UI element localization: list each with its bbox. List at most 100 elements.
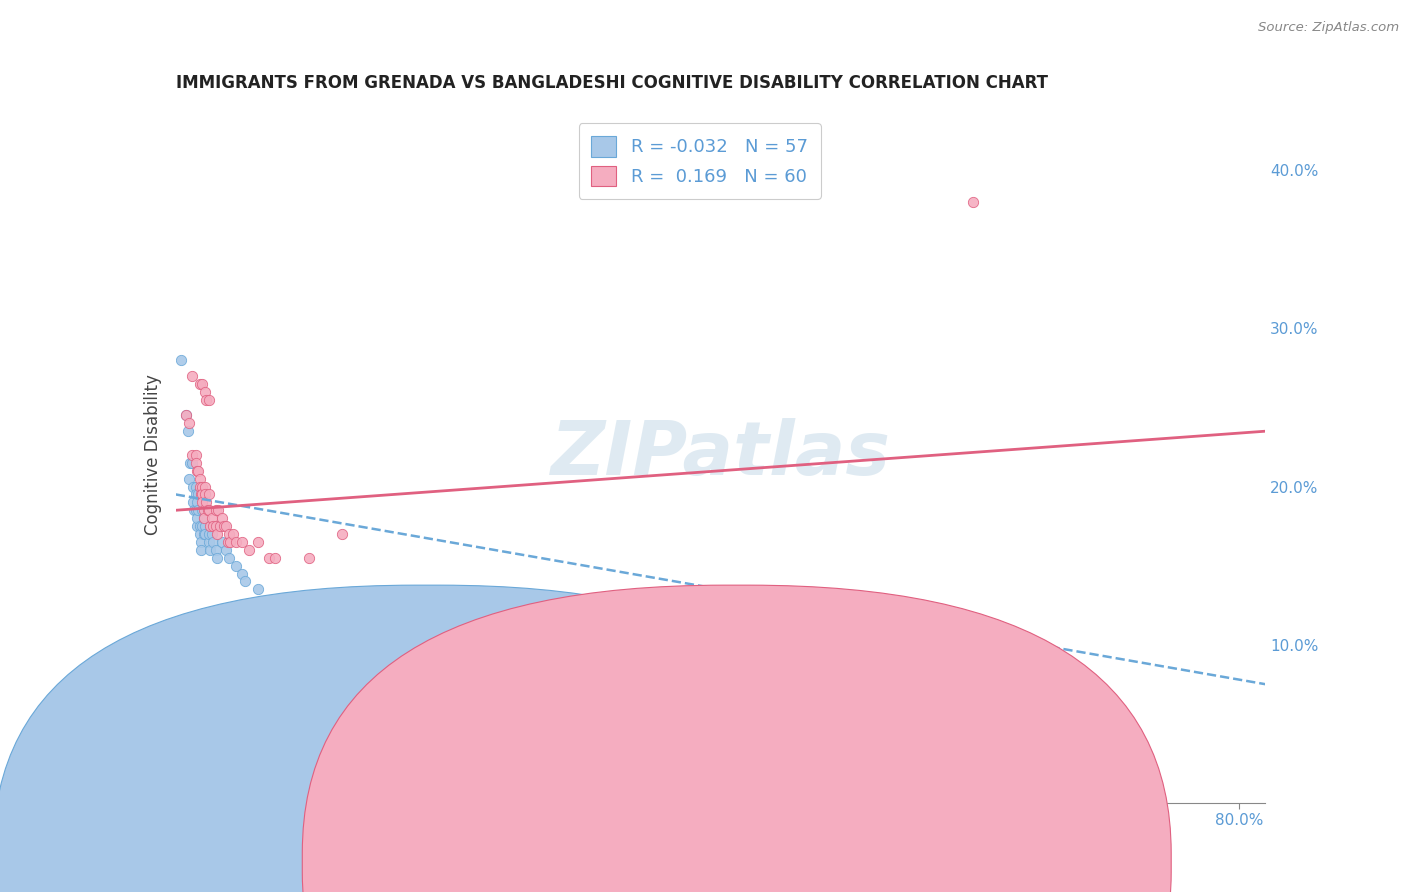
Point — [193, 511, 215, 525]
Point — [247, 534, 270, 549]
Point — [183, 503, 205, 517]
Text: ZIPatlas: ZIPatlas — [551, 418, 890, 491]
Point — [172, 653, 194, 667]
Point — [188, 622, 211, 636]
Point — [188, 688, 211, 702]
Point — [198, 392, 221, 407]
Point — [208, 677, 231, 691]
Point — [188, 479, 211, 493]
Point — [201, 534, 224, 549]
Point — [219, 534, 242, 549]
Point — [176, 409, 198, 423]
Point — [187, 487, 209, 501]
Text: IMMIGRANTS FROM GRENADA VS BANGLADESHI COGNITIVE DISABILITY CORRELATION CHART: IMMIGRANTS FROM GRENADA VS BANGLADESHI C… — [176, 74, 1047, 92]
Point — [222, 527, 245, 541]
Point — [207, 503, 229, 517]
Point — [177, 417, 200, 431]
Point — [177, 669, 200, 683]
Point — [198, 661, 221, 675]
Point — [198, 503, 221, 517]
Point — [184, 614, 207, 628]
Point — [204, 701, 226, 715]
Point — [188, 472, 211, 486]
Point — [195, 495, 218, 509]
Point — [208, 519, 231, 533]
Point — [218, 550, 240, 565]
Point — [195, 638, 218, 652]
Point — [231, 566, 253, 581]
Point — [215, 708, 238, 723]
Point — [180, 448, 202, 462]
Point — [215, 519, 238, 533]
Point — [201, 519, 224, 533]
Point — [190, 487, 212, 501]
Point — [190, 542, 212, 557]
Point — [200, 519, 222, 533]
Text: Bangladeshis: Bangladeshis — [790, 855, 897, 870]
Point — [200, 542, 222, 557]
Point — [215, 685, 238, 699]
Point — [191, 630, 214, 644]
Point — [184, 487, 207, 501]
Point — [191, 376, 214, 391]
Point — [231, 534, 253, 549]
Point — [195, 698, 218, 712]
Y-axis label: Cognitive Disability: Cognitive Disability — [143, 375, 162, 535]
Point — [190, 534, 212, 549]
Point — [211, 534, 233, 549]
Point — [180, 677, 202, 691]
Point — [208, 519, 231, 533]
Point — [330, 638, 353, 652]
Point — [191, 693, 214, 707]
Text: Immigrants from Grenada: Immigrants from Grenada — [430, 855, 638, 870]
Point — [204, 503, 226, 517]
Point — [264, 550, 287, 565]
Point — [193, 503, 215, 517]
Point — [191, 487, 214, 501]
Point — [225, 712, 247, 726]
Point — [212, 519, 235, 533]
Point — [215, 542, 238, 557]
Point — [186, 519, 208, 533]
Point — [198, 487, 221, 501]
Point — [225, 558, 247, 573]
Point — [201, 527, 224, 541]
Point — [191, 503, 214, 517]
Point — [170, 646, 193, 660]
Point — [201, 511, 224, 525]
Point — [184, 456, 207, 470]
Point — [194, 384, 217, 399]
Point — [180, 368, 202, 383]
Point — [187, 464, 209, 478]
Point — [176, 409, 198, 423]
Point — [197, 503, 219, 517]
Point — [191, 495, 214, 509]
Point — [198, 534, 221, 549]
Point — [194, 519, 217, 533]
Point — [186, 511, 208, 525]
Point — [195, 392, 218, 407]
Point — [194, 479, 217, 493]
Point — [184, 685, 207, 699]
Point — [330, 527, 353, 541]
Point — [181, 479, 204, 493]
Point — [247, 582, 270, 597]
Point — [180, 456, 202, 470]
Point — [173, 661, 195, 675]
Point — [962, 194, 984, 209]
Point — [191, 519, 214, 533]
Point — [225, 693, 247, 707]
Point — [184, 448, 207, 462]
Point — [233, 574, 256, 589]
Point — [217, 534, 239, 549]
Point — [238, 716, 260, 731]
Point — [257, 550, 280, 565]
Text: Source: ZipAtlas.com: Source: ZipAtlas.com — [1258, 21, 1399, 34]
Point — [238, 542, 260, 557]
Point — [194, 527, 217, 541]
Point — [177, 472, 200, 486]
Point — [193, 511, 215, 525]
Point — [169, 630, 191, 644]
Legend: R = -0.032   N = 57, R =  0.169   N = 60: R = -0.032 N = 57, R = 0.169 N = 60 — [578, 123, 821, 199]
Point — [205, 527, 228, 541]
